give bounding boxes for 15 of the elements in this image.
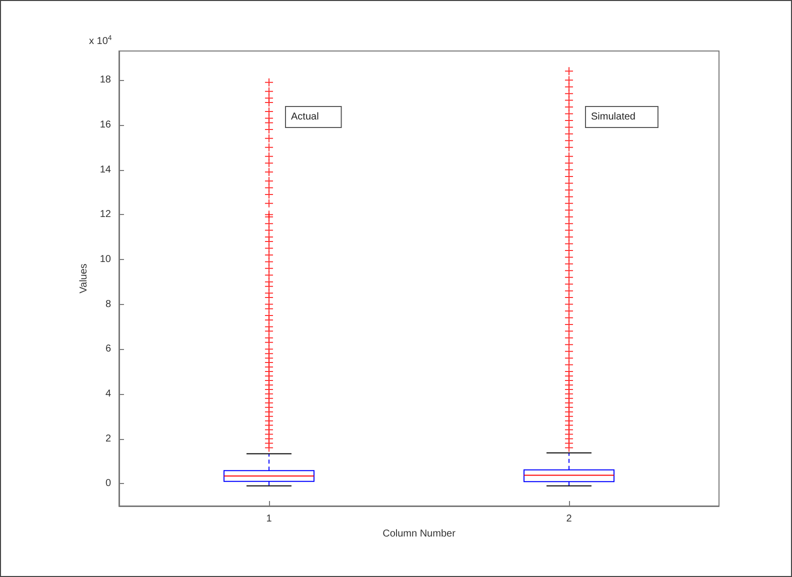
y-tick-label: 18	[100, 74, 112, 86]
y-tick-label: 12	[100, 209, 112, 220]
annotation: Actual	[291, 112, 319, 122]
y-axis-title: Values	[78, 264, 90, 294]
y-tick-label: 4	[105, 388, 112, 400]
x-axis-title: Column Number	[382, 528, 456, 540]
y-tick-label: 8	[105, 298, 112, 310]
y-tick-label: 10	[100, 254, 112, 265]
annotation: Simulated	[591, 112, 636, 122]
y-tick-label: 2	[105, 433, 112, 444]
y-tick-label: 0	[105, 478, 112, 490]
y-tick-label: 6	[105, 344, 112, 355]
y-tick-label: 16	[100, 119, 112, 130]
x-tick-label: 1	[266, 514, 272, 524]
y-tick-label: 14	[100, 164, 112, 176]
